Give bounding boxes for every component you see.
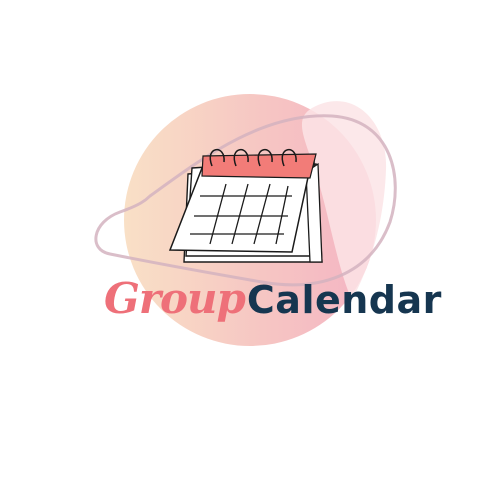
calendar-icon: [168, 149, 323, 263]
outline-loop: [94, 114, 397, 287]
brand-word-group: Group: [104, 274, 246, 323]
brand-word-calendar: Calendar: [246, 278, 442, 322]
wordmark: Group Calendar: [104, 278, 442, 334]
background-blob: [301, 101, 387, 300]
